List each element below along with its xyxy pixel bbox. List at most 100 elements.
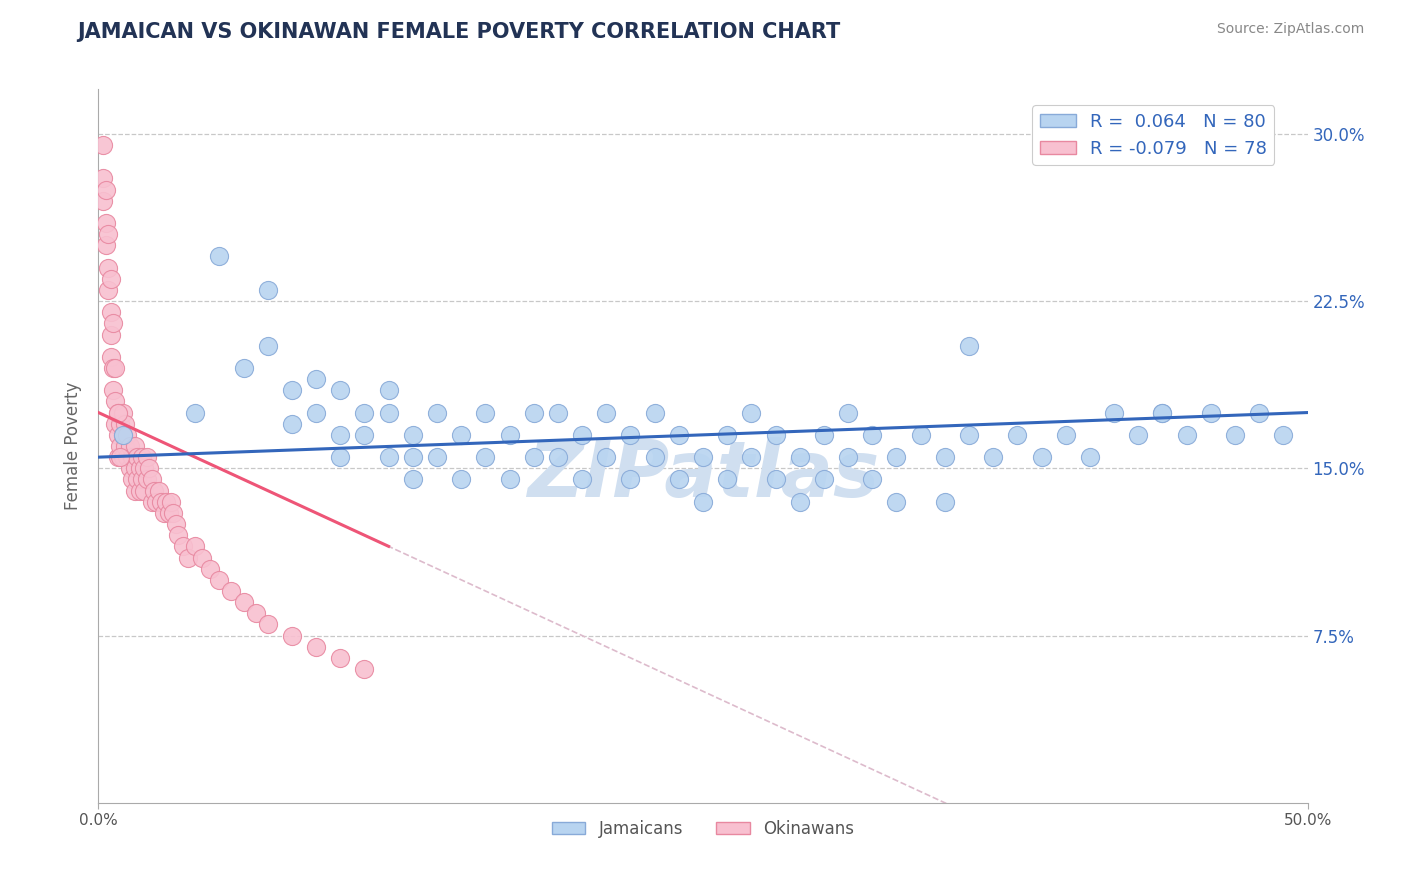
Point [208, 249, 231, 264]
Point [160, 494, 183, 508]
Point [789, 450, 811, 464]
Point [860, 473, 883, 487]
Point [124, 483, 146, 498]
Point [104, 360, 127, 375]
Point [97, 260, 120, 275]
Point [121, 473, 143, 487]
Point [172, 539, 194, 553]
Point [305, 372, 328, 386]
Point [121, 450, 143, 464]
Point [256, 283, 278, 297]
Point [1199, 405, 1222, 419]
Point [571, 473, 593, 487]
Point [595, 405, 617, 419]
Point [474, 405, 496, 419]
Point [934, 494, 956, 508]
Point [813, 427, 835, 442]
Point [1152, 405, 1174, 419]
Y-axis label: Female Poverty: Female Poverty [65, 382, 83, 510]
Point [184, 539, 207, 553]
Point [981, 450, 1004, 464]
Point [165, 516, 187, 531]
Point [1078, 450, 1101, 464]
Point [281, 417, 304, 431]
Point [101, 384, 124, 398]
Point [1272, 427, 1295, 442]
Point [94, 238, 117, 252]
Text: Source: ZipAtlas.com: Source: ZipAtlas.com [1216, 22, 1364, 37]
Point [155, 494, 177, 508]
Point [644, 405, 666, 419]
Point [162, 506, 184, 520]
Point [740, 450, 762, 464]
Point [100, 350, 122, 364]
Point [765, 427, 787, 442]
Point [100, 327, 122, 342]
Text: JAMAICAN VS OKINAWAN FEMALE POVERTY CORRELATION CHART: JAMAICAN VS OKINAWAN FEMALE POVERTY CORR… [77, 22, 841, 42]
Point [94, 182, 117, 196]
Point [100, 271, 122, 285]
Point [716, 427, 738, 442]
Point [692, 494, 714, 508]
Point [886, 450, 908, 464]
Point [128, 461, 150, 475]
Point [934, 450, 956, 464]
Point [148, 483, 170, 498]
Point [450, 473, 472, 487]
Point [692, 450, 714, 464]
Point [860, 427, 883, 442]
Point [184, 405, 207, 419]
Point [127, 473, 149, 487]
Point [426, 450, 449, 464]
Point [135, 473, 157, 487]
Point [134, 483, 156, 498]
Point [886, 494, 908, 508]
Point [107, 405, 129, 419]
Point [547, 405, 569, 419]
Point [232, 595, 254, 609]
Point [94, 216, 117, 230]
Point [97, 227, 120, 241]
Point [108, 417, 131, 431]
Point [104, 394, 127, 409]
Point [377, 405, 399, 419]
Point [107, 405, 129, 419]
Point [1102, 405, 1125, 419]
Point [377, 384, 399, 398]
Point [305, 640, 328, 654]
Point [167, 528, 190, 542]
Point [619, 427, 641, 442]
Point [281, 384, 304, 398]
Point [245, 607, 267, 621]
Point [668, 427, 690, 442]
Point [101, 316, 124, 330]
Point [305, 405, 328, 419]
Point [232, 360, 254, 375]
Point [353, 662, 375, 676]
Point [329, 651, 352, 665]
Point [221, 583, 243, 598]
Point [111, 427, 134, 442]
Point [353, 427, 375, 442]
Point [765, 473, 787, 487]
Point [837, 450, 859, 464]
Point [101, 360, 124, 375]
Point [177, 550, 200, 565]
Point [1152, 405, 1174, 419]
Point [111, 450, 134, 464]
Legend: Jamaicans, Okinawans: Jamaicans, Okinawans [546, 814, 860, 845]
Point [118, 461, 141, 475]
Point [91, 171, 114, 186]
Point [198, 562, 221, 576]
Point [135, 450, 157, 464]
Point [157, 506, 180, 520]
Point [124, 439, 146, 453]
Point [329, 450, 352, 464]
Text: ZIPatlas: ZIPatlas [527, 436, 879, 513]
Point [910, 427, 932, 442]
Point [107, 450, 129, 464]
Point [329, 427, 352, 442]
Point [281, 628, 304, 642]
Point [426, 405, 449, 419]
Point [1128, 427, 1150, 442]
